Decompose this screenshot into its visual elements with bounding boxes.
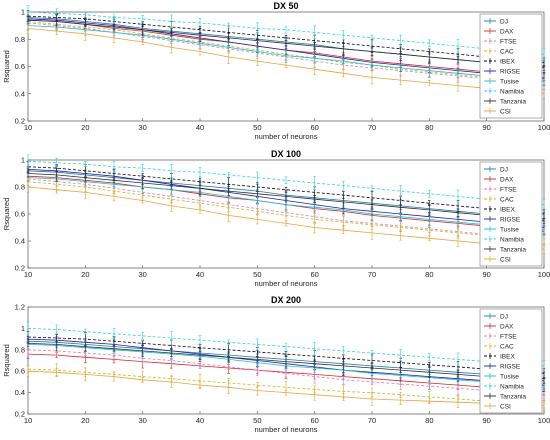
legend-entry: FTSE: [500, 333, 517, 340]
legend-entry: Tanzania: [500, 98, 526, 105]
legend-entry: CSI: [500, 256, 511, 263]
y-tick-label: 0.2: [15, 264, 25, 273]
series-csi: [26, 365, 546, 412]
y-tick-label: 0.8: [15, 183, 25, 192]
y-tick-label: 0.6: [15, 367, 25, 376]
y-tick-label: 1: [21, 156, 25, 165]
legend-entry: IBEX: [500, 353, 515, 360]
legend-entry: CSI: [500, 108, 511, 115]
y-tick-label: 0.4: [15, 237, 25, 246]
chart-panel-3: DX 200 10 20 30 40 50 60 70 80 90 100 0.2 0.4 0.6 0.8 1…: [2, 295, 550, 434]
y-tick-label: 1: [21, 8, 25, 17]
y-axis-label: Rsquared: [2, 198, 11, 231]
x-tick-label: 20: [81, 416, 89, 425]
chart-title: DX 200: [271, 295, 301, 305]
series-namibia: [26, 321, 546, 372]
series-csi: [26, 181, 546, 254]
x-tick-label: 50: [253, 270, 261, 279]
legend-entry: RIGSE: [500, 68, 521, 75]
x-tick-label: 10: [24, 123, 32, 132]
legend-entry: DAX: [500, 323, 514, 330]
x-tick-label: 10: [24, 416, 32, 425]
legend-entry: Tanzania: [500, 246, 526, 253]
legend: DJ DAX FTSE CAC IBEX RIGSE Tusise Namibia Tanzan…: [479, 308, 543, 414]
x-axis-label: number of neurons: [255, 132, 318, 141]
legend-entry: Tanzania: [500, 393, 526, 400]
legend-entry: RIGSE: [500, 363, 521, 370]
y-tick-label: 0.8: [15, 35, 25, 44]
legend-entry: Tusise: [500, 226, 519, 233]
x-tick-label: 40: [196, 270, 204, 279]
x-axis-label: number of neurons: [255, 279, 318, 288]
legend-entry: Tusise: [500, 78, 519, 85]
x-tick-label: 70: [368, 123, 376, 132]
x-tick-label: 60: [310, 270, 318, 279]
legend-entry: DAX: [500, 176, 514, 183]
y-axis-label: Rsquared: [2, 344, 11, 377]
x-tick-label: 50: [253, 123, 261, 132]
x-tick-label: 70: [368, 416, 376, 425]
y-tick-label: 0.2: [15, 410, 25, 419]
x-tick-label: 100: [538, 416, 550, 425]
x-tick-label: 30: [138, 123, 146, 132]
x-tick-label: 80: [425, 416, 433, 425]
x-tick-label: 90: [482, 123, 490, 132]
x-tick-label: 60: [310, 416, 318, 425]
y-tick-label: 1.2: [15, 303, 25, 312]
x-tick-label: 30: [138, 270, 146, 279]
legend-entry: CAC: [500, 48, 514, 55]
legend-entry: Tusise: [500, 373, 519, 380]
x-tick-label: 60: [310, 123, 318, 132]
legend-entry: Namibia: [500, 88, 524, 95]
x-tick-label: 100: [538, 123, 550, 132]
legend: DJ DAX FTSE CAC IBEX RIGSE Tusise Namibia Tanzan…: [479, 13, 543, 119]
chart-panel-2: DX 100 10 20 30 40 50 60 70 80 90 100 0.2 0.4 0.6 0.8 1…: [2, 149, 550, 288]
legend-entry: IBEX: [500, 206, 515, 213]
x-tick-label: 90: [482, 416, 490, 425]
x-tick-label: 70: [368, 270, 376, 279]
x-tick-label: 10: [24, 270, 32, 279]
legend-entry: DJ: [500, 313, 508, 320]
x-tick-label: 100: [538, 270, 550, 279]
y-tick-label: 1: [21, 324, 25, 333]
x-tick-label: 20: [81, 123, 89, 132]
x-tick-label: 30: [138, 416, 146, 425]
y-tick-label: 0.8: [15, 345, 25, 354]
x-tick-label: 90: [482, 270, 490, 279]
x-axis-label: number of neurons: [255, 425, 318, 434]
legend-entry: DJ: [500, 18, 508, 25]
legend-entry: DAX: [500, 28, 514, 35]
legend-entry: CAC: [500, 196, 514, 203]
y-tick-label: 0.6: [15, 210, 25, 219]
legend-entry: CAC: [500, 343, 514, 350]
y-tick-label: 0.6: [15, 62, 25, 71]
x-tick-label: 80: [425, 270, 433, 279]
legend-entry: CSI: [500, 403, 511, 410]
legend-entry: DJ: [500, 166, 508, 173]
x-tick-label: 20: [81, 270, 89, 279]
x-tick-label: 80: [425, 123, 433, 132]
y-tick-label: 0.4: [15, 89, 25, 98]
x-tick-label: 40: [196, 416, 204, 425]
y-tick-label: 0.2: [15, 117, 25, 126]
legend: DJ DAX FTSE CAC IBEX RIGSE Tusise Namibia Tanzan…: [479, 161, 543, 267]
legend-entry: RIGSE: [500, 216, 521, 223]
legend-entry: Namibia: [500, 383, 524, 390]
chart-title: DX 100: [271, 149, 301, 159]
legend-entry: Namibia: [500, 236, 524, 243]
legend-entry: FTSE: [500, 38, 517, 45]
chart-panel-1: DX 50 10 20 30 40 50 60 70 80 90 100 0.2 0.4 0.6 0.8 1 n…: [2, 1, 550, 141]
chart-title: DX 50: [273, 1, 298, 11]
y-tick-label: 0.4: [15, 388, 25, 397]
x-tick-label: 40: [196, 123, 204, 132]
legend-entry: IBEX: [500, 58, 515, 65]
x-tick-label: 50: [253, 416, 261, 425]
legend-entry: FTSE: [500, 186, 517, 193]
y-axis-label: Rsquared: [2, 50, 11, 83]
